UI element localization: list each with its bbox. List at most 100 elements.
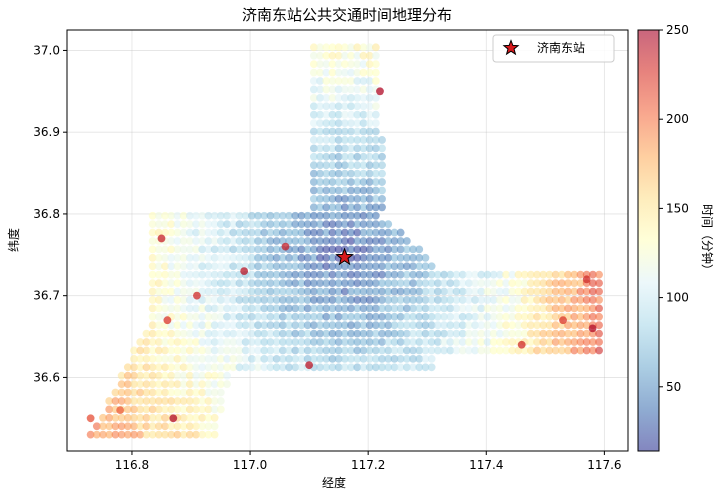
scatter-point bbox=[545, 296, 554, 304]
scatter-point bbox=[223, 228, 231, 237]
scatter-point bbox=[595, 329, 603, 338]
scatter-point bbox=[223, 296, 231, 304]
scatter-point bbox=[173, 237, 182, 245]
scatter-point bbox=[334, 161, 343, 170]
scatter-point bbox=[409, 270, 417, 279]
scatter-point bbox=[576, 270, 585, 279]
scatter-point bbox=[557, 346, 566, 355]
scatter-point bbox=[309, 127, 318, 136]
scatter-point bbox=[198, 413, 207, 422]
scatter-point bbox=[229, 211, 238, 220]
scatter-point bbox=[471, 296, 479, 304]
scatter-point bbox=[322, 43, 331, 52]
scatter-point bbox=[526, 279, 535, 287]
scatter-point bbox=[353, 279, 362, 287]
scatter-point bbox=[272, 211, 281, 220]
scatter-point bbox=[353, 93, 362, 102]
scatter-point bbox=[161, 388, 169, 397]
scatter-point bbox=[316, 51, 324, 60]
scatter-point bbox=[316, 253, 324, 262]
scatter-point bbox=[334, 51, 343, 60]
scatter-point bbox=[179, 371, 188, 380]
scatter-point bbox=[384, 312, 393, 321]
scatter-point bbox=[216, 304, 225, 313]
scatter-point bbox=[185, 253, 194, 262]
scatter-point bbox=[136, 380, 145, 389]
scatter-point bbox=[334, 296, 343, 304]
scatter-point bbox=[353, 102, 362, 111]
scatter-point bbox=[309, 237, 318, 245]
scatter-point bbox=[458, 287, 467, 296]
scatter-point bbox=[365, 279, 374, 287]
scatter-point bbox=[247, 338, 256, 346]
scatter-point bbox=[328, 110, 337, 119]
scatter-point bbox=[192, 211, 200, 220]
scatter-point bbox=[433, 279, 442, 287]
scatter-point bbox=[353, 178, 362, 186]
scatter-point bbox=[216, 237, 225, 245]
scatter-point bbox=[471, 304, 479, 313]
scatter-point bbox=[359, 43, 368, 52]
scatter-point bbox=[458, 329, 467, 338]
scatter-point bbox=[316, 60, 324, 69]
scatter-point bbox=[464, 329, 473, 338]
scatter-point bbox=[247, 237, 256, 245]
scatter-point bbox=[353, 68, 362, 77]
scatter-point bbox=[545, 321, 554, 330]
scatter-point bbox=[322, 68, 331, 77]
scatter-point bbox=[322, 203, 331, 212]
scatter-point bbox=[210, 422, 219, 431]
scatter-point bbox=[464, 321, 473, 330]
scatter-points bbox=[86, 43, 603, 439]
scatter-point bbox=[495, 270, 504, 279]
scatter-point bbox=[359, 287, 368, 296]
scatter-point bbox=[247, 228, 256, 237]
scatter-point bbox=[185, 430, 194, 439]
scatter-point bbox=[297, 354, 306, 363]
scatter-point bbox=[167, 388, 176, 397]
scatter-point bbox=[192, 346, 200, 355]
scatter-point bbox=[396, 321, 405, 330]
scatter-point bbox=[353, 270, 362, 279]
scatter-point bbox=[365, 102, 374, 111]
scatter-point bbox=[173, 430, 182, 439]
scatter-point bbox=[353, 228, 362, 237]
scatter-point bbox=[136, 422, 145, 431]
scatter-point bbox=[148, 405, 157, 414]
scatter-point bbox=[142, 397, 151, 405]
scatter-point bbox=[390, 270, 399, 279]
scatter-point bbox=[359, 296, 368, 304]
scatter-point bbox=[340, 203, 349, 212]
scatter-point bbox=[229, 270, 238, 279]
scatter-point bbox=[365, 144, 374, 153]
scatter-point bbox=[210, 211, 219, 220]
scatter-point bbox=[353, 51, 362, 60]
scatter-point bbox=[223, 287, 231, 296]
scatter-point bbox=[433, 312, 442, 321]
scatter-point bbox=[340, 346, 349, 355]
scatter-point bbox=[340, 194, 349, 203]
scatter-point bbox=[378, 161, 386, 170]
scatter-point bbox=[235, 338, 244, 346]
scatter-point bbox=[353, 253, 362, 262]
scatter-point bbox=[588, 270, 597, 279]
scatter-point bbox=[322, 60, 331, 69]
scatter-point bbox=[291, 354, 300, 363]
scatter-point bbox=[266, 338, 275, 346]
scatter-point bbox=[359, 270, 368, 279]
scatter-point bbox=[266, 287, 275, 296]
scatter-point-hotspot bbox=[281, 242, 290, 251]
scatter-point bbox=[204, 380, 213, 389]
scatter-point bbox=[595, 346, 603, 355]
scatter-point bbox=[316, 321, 324, 330]
scatter-point bbox=[154, 279, 163, 287]
scatter-point bbox=[154, 346, 163, 355]
scatter-point bbox=[148, 397, 157, 405]
scatter-point bbox=[347, 245, 355, 254]
x-tick-label: 117.6 bbox=[587, 458, 621, 472]
scatter-point bbox=[526, 321, 535, 330]
scatter-point bbox=[105, 405, 114, 414]
scatter-point bbox=[241, 321, 250, 330]
scatter-point bbox=[588, 296, 597, 304]
scatter-point bbox=[309, 85, 318, 94]
